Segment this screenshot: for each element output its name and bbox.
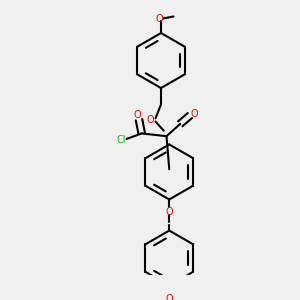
Text: O: O <box>165 207 173 217</box>
Text: O: O <box>156 14 164 24</box>
Text: O: O <box>134 110 141 120</box>
Text: O: O <box>147 115 154 125</box>
Text: Cl: Cl <box>117 135 126 145</box>
Text: O: O <box>165 294 173 300</box>
Text: O: O <box>190 109 198 119</box>
